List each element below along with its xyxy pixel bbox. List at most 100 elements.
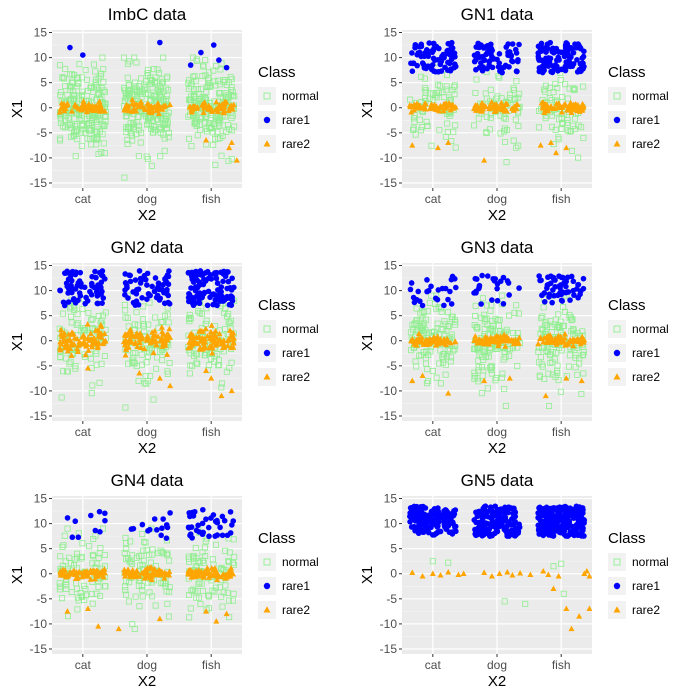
data-point-rare2: [229, 106, 236, 112]
data-point-rare1: [214, 287, 221, 293]
data-point-normal: [416, 323, 423, 330]
data-point-normal: [57, 135, 64, 142]
data-point-normal: [146, 589, 153, 596]
data-point-rare1: [542, 45, 549, 51]
data-point-normal: [487, 115, 494, 122]
data-point-normal: [68, 313, 75, 320]
data-point-normal: [445, 323, 452, 330]
data-point-rare2: [76, 340, 83, 347]
data-point-normal: [151, 66, 158, 73]
data-point-normal: [166, 557, 173, 564]
data-point-normal: [194, 351, 201, 358]
data-point-rare2: [151, 327, 158, 334]
data-point-rare1: [203, 516, 209, 522]
data-point-normal: [64, 91, 71, 98]
data-point-normal: [535, 348, 542, 355]
data-point-normal: [538, 315, 545, 322]
data-point-normal: [433, 374, 440, 381]
data-point-normal: [76, 61, 83, 68]
data-point-rare1: [133, 290, 140, 297]
data-point-rare2: [548, 339, 555, 345]
data-point-normal: [506, 346, 513, 353]
data-point-rare2: [89, 343, 96, 350]
data-point-normal: [512, 116, 519, 123]
data-point-normal: [126, 557, 133, 564]
data-point-rare2: [551, 105, 558, 111]
chart-panel: -15 -10 -5 0 5 10 15 cat dog fish ImbC data X2 X1 Cla…: [9, 5, 319, 224]
data-point-normal: [89, 382, 96, 389]
data-point-rare1: [190, 270, 197, 277]
data-point-normal: [122, 587, 129, 594]
data-point-rare2: [73, 575, 80, 581]
legend-key-background: [258, 87, 276, 105]
data-point-normal: [217, 134, 224, 141]
data-point-normal: [76, 116, 83, 123]
data-point-rare2: [200, 109, 207, 115]
data-point-normal: [566, 352, 573, 359]
data-point-rare2: [78, 106, 85, 112]
data-point-rare1: [216, 57, 222, 63]
data-point-normal: [88, 390, 95, 397]
data-point-normal: [550, 563, 557, 570]
data-point-normal: [433, 305, 440, 312]
data-point-normal: [82, 585, 89, 592]
data-point-rare2: [495, 104, 502, 110]
data-point-rare2: [452, 338, 459, 344]
points-layer: [56, 39, 240, 181]
data-point-rare1: [563, 522, 570, 529]
data-point-rare2: [130, 332, 137, 339]
data-point-normal: [575, 154, 582, 161]
x-tick-label: dog: [487, 425, 507, 439]
data-point-rare2: [572, 100, 579, 107]
data-point-rare2: [506, 375, 513, 381]
data-point-rare2: [153, 103, 160, 110]
data-point-rare2: [488, 572, 495, 579]
data-point-rare2: [440, 107, 447, 114]
data-point-rare1: [67, 275, 74, 281]
y-tick-label: -10: [380, 151, 398, 165]
data-point-rare2: [551, 335, 558, 342]
data-point-rare2: [515, 340, 522, 346]
data-point-normal: [101, 89, 108, 96]
points-layer: [407, 272, 588, 409]
data-point-rare2: [228, 387, 235, 394]
data-point-normal: [62, 82, 69, 89]
data-point-rare2: [212, 107, 219, 113]
data-point-rare1: [77, 293, 84, 299]
data-point-rare2: [205, 102, 212, 109]
y-tick-label: 5: [390, 542, 397, 556]
data-point-rare1: [430, 40, 437, 47]
data-point-rare1: [476, 54, 482, 61]
data-point-rare1: [574, 42, 581, 49]
data-point-rare1: [205, 275, 212, 282]
data-point-normal: [503, 159, 510, 166]
data-point-rare1: [432, 68, 439, 75]
data-point-rare1: [185, 298, 192, 305]
data-point-rare1: [151, 516, 158, 522]
data-point-normal: [139, 561, 146, 568]
legend-key-background: [258, 320, 276, 338]
data-point-normal: [539, 363, 546, 370]
data-point-rare1: [485, 520, 491, 527]
data-point-rare2: [553, 149, 560, 156]
data-point-rare2: [493, 332, 500, 339]
legend-key-rare1: [613, 582, 621, 590]
data-point-rare2: [436, 104, 443, 111]
data-point-rare2: [202, 325, 209, 332]
data-point-rare1: [496, 51, 503, 57]
data-point-normal: [215, 135, 222, 142]
data-point-rare1: [574, 57, 580, 63]
data-point-rare1: [419, 518, 426, 525]
data-point-normal: [201, 119, 208, 126]
data-point-rare2: [586, 572, 592, 579]
data-point-rare2: [441, 336, 448, 342]
data-point-normal: [165, 134, 172, 141]
data-point-normal: [473, 76, 480, 83]
data-point-rare1: [538, 277, 544, 284]
data-point-normal: [74, 606, 81, 613]
data-point-normal: [560, 304, 567, 311]
data-point-normal: [141, 557, 148, 564]
data-point-rare2: [553, 100, 560, 106]
data-point-rare1: [219, 532, 226, 539]
data-point-normal: [496, 328, 503, 335]
